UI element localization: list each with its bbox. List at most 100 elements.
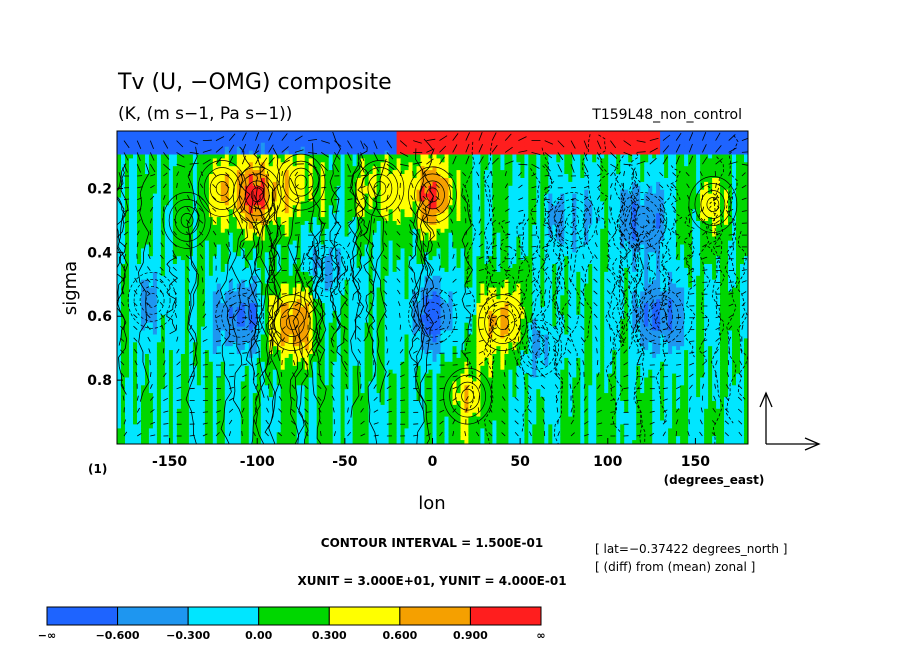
heatmap-cell bbox=[148, 134, 154, 140]
heatmap-cell bbox=[636, 150, 641, 156]
heatmap-cell bbox=[680, 185, 685, 191]
heatmap-cell bbox=[672, 205, 677, 210]
heatmap-cell bbox=[404, 154, 410, 159]
heatmap-cell bbox=[168, 146, 174, 152]
heatmap-cell bbox=[360, 150, 366, 156]
heatmap-cell bbox=[372, 154, 378, 159]
heatmap-cell bbox=[672, 201, 677, 206]
heatmap-cell bbox=[320, 205, 326, 210]
heatmap-cell bbox=[620, 181, 625, 187]
heatmap-cell bbox=[224, 224, 230, 230]
heatmap-cell bbox=[148, 197, 154, 202]
heatmap-cell bbox=[360, 236, 366, 242]
heatmap-cell bbox=[656, 162, 661, 167]
heatmap-cell bbox=[432, 197, 438, 202]
heatmap-cell bbox=[336, 181, 342, 187]
heatmap-cell bbox=[720, 201, 725, 206]
heatmap-cell bbox=[284, 154, 290, 159]
heatmap-cell bbox=[548, 158, 553, 163]
heatmap-cell bbox=[612, 158, 617, 163]
heatmap-cell bbox=[296, 217, 302, 222]
heatmap-cell bbox=[648, 150, 653, 156]
heatmap-cell bbox=[152, 174, 158, 179]
heatmap-cell bbox=[512, 174, 517, 179]
heatmap-cell bbox=[440, 244, 446, 249]
heatmap-cell bbox=[272, 213, 278, 218]
heatmap-cell bbox=[196, 150, 202, 156]
heatmap-cell bbox=[744, 150, 748, 156]
heatmap-cell bbox=[232, 134, 238, 140]
heatmap-cell bbox=[544, 213, 549, 218]
heatmap-cell bbox=[384, 189, 390, 195]
heatmap-cell bbox=[268, 138, 274, 144]
heatmap-cell bbox=[344, 197, 350, 202]
heatmap-cell bbox=[352, 189, 358, 195]
heatmap-cell bbox=[212, 236, 218, 242]
heatmap-cell bbox=[152, 158, 158, 163]
heatmap-cell bbox=[420, 131, 426, 136]
heatmap-cell bbox=[656, 142, 661, 148]
heatmap-cell bbox=[656, 181, 661, 187]
heatmap-cell bbox=[264, 201, 270, 206]
heatmap-cell bbox=[244, 197, 250, 202]
heatmap-cell bbox=[720, 244, 725, 249]
heatmap-cell bbox=[232, 228, 238, 234]
heatmap-cell bbox=[160, 181, 166, 187]
heatmap-cell bbox=[540, 142, 545, 148]
heatmap-cell bbox=[736, 174, 741, 179]
heatmap-cell bbox=[256, 178, 262, 183]
heatmap-cell bbox=[744, 138, 748, 144]
heatmap-cell bbox=[129, 248, 134, 253]
heatmap-cell bbox=[460, 213, 466, 218]
heatmap-cell bbox=[620, 174, 625, 179]
heatmap-cell bbox=[528, 170, 533, 175]
heatmap-cell bbox=[188, 158, 194, 163]
heatmap-cell bbox=[364, 158, 370, 163]
heatmap-cell bbox=[568, 146, 573, 152]
heatmap-cell bbox=[540, 232, 545, 238]
heatmap-cell bbox=[556, 201, 561, 206]
heatmap-cell bbox=[129, 174, 134, 179]
heatmap-cell bbox=[360, 142, 366, 148]
heatmap-cell bbox=[720, 134, 725, 140]
heatmap-cell bbox=[492, 248, 497, 253]
heatmap-cell bbox=[556, 162, 561, 167]
heatmap-cell bbox=[388, 224, 394, 230]
heatmap-cell bbox=[552, 248, 557, 253]
heatmap-cell bbox=[444, 178, 450, 183]
heatmap-cell bbox=[408, 131, 414, 136]
heatmap-cell bbox=[280, 201, 286, 206]
heatmap-cell bbox=[396, 162, 402, 167]
heatmap-cell bbox=[372, 174, 378, 179]
heatmap-cell bbox=[580, 170, 585, 175]
heatmap-cell bbox=[572, 162, 577, 167]
heatmap-cell bbox=[608, 189, 613, 195]
heatmap-cell bbox=[244, 209, 250, 214]
heatmap-cell bbox=[184, 209, 190, 214]
heatmap-cell bbox=[724, 217, 729, 222]
heatmap-cell bbox=[492, 201, 497, 206]
heatmap-cell bbox=[536, 201, 541, 206]
heatmap-cell bbox=[137, 205, 142, 210]
heatmap-cell bbox=[224, 138, 230, 144]
heatmap-cell bbox=[568, 170, 573, 175]
heatmap-cell bbox=[368, 205, 374, 210]
heatmap-cell bbox=[672, 248, 677, 253]
heatmap-cell bbox=[216, 209, 222, 214]
heatmap-cell bbox=[628, 158, 633, 163]
heatmap-cell bbox=[280, 142, 286, 148]
heatmap-cell bbox=[432, 224, 438, 230]
heatmap-cell bbox=[492, 197, 497, 202]
heatmap-cell bbox=[416, 185, 422, 191]
heatmap-cell bbox=[608, 174, 613, 179]
heatmap-cell bbox=[452, 189, 458, 195]
heatmap-cell bbox=[540, 174, 545, 179]
heatmap-cell bbox=[444, 232, 450, 238]
heatmap-cell bbox=[724, 209, 729, 214]
heatmap-cell bbox=[428, 217, 434, 222]
heatmap-cell bbox=[724, 166, 729, 171]
heatmap-cell bbox=[600, 185, 605, 191]
heatmap-cell bbox=[504, 150, 509, 156]
heatmap-cell bbox=[652, 178, 657, 183]
heatmap-cell bbox=[256, 217, 262, 222]
